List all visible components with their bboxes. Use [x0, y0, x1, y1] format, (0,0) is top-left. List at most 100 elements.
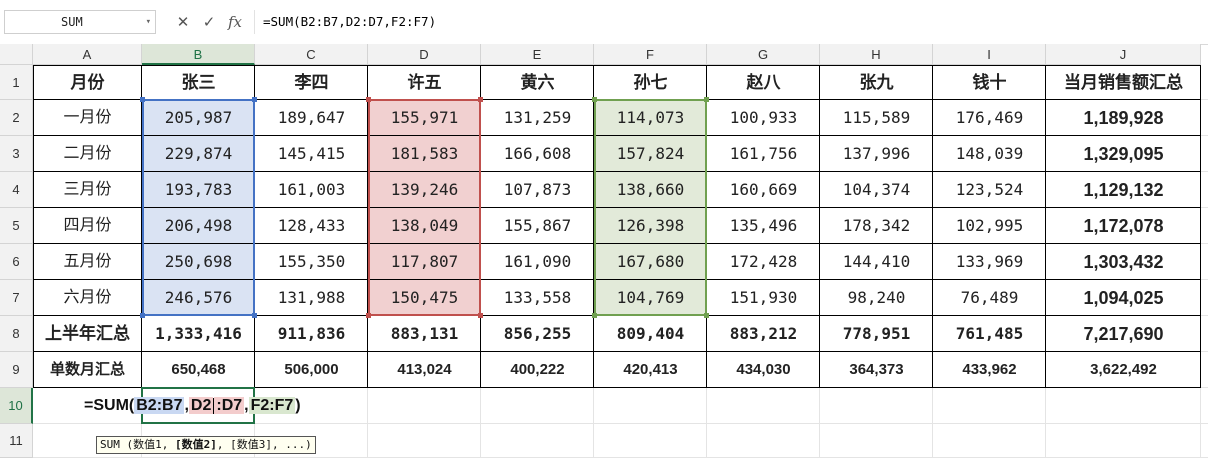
range-handle[interactable] — [592, 97, 597, 102]
month-label[interactable]: 二月份 — [63, 145, 112, 162]
insert-function-icon[interactable]: fx — [227, 13, 242, 31]
half-year-total[interactable]: 883,212 — [729, 324, 798, 343]
monthly-total[interactable]: 1,189,928 — [1083, 108, 1164, 128]
range-handle[interactable] — [140, 313, 145, 318]
odd-month-total[interactable]: 413,024 — [397, 361, 452, 378]
enter-icon[interactable]: ✓ — [202, 13, 216, 31]
sales-value[interactable]: 133,558 — [503, 288, 572, 307]
half-year-total[interactable]: 809,404 — [616, 324, 685, 343]
sales-value[interactable]: 193,783 — [164, 180, 233, 199]
sales-value[interactable]: 155,867 — [503, 216, 572, 235]
formula-input[interactable]: =SUM(B2:B7,D2:D7,F2:F7) — [254, 10, 1206, 34]
odd-month-total[interactable]: 3,622,492 — [1090, 361, 1157, 378]
sales-value[interactable]: 250,698 — [164, 252, 233, 271]
month-label[interactable]: 六月份 — [63, 289, 112, 306]
monthly-total[interactable]: 1,329,095 — [1083, 144, 1164, 164]
sales-value[interactable]: 155,350 — [277, 252, 346, 271]
column-header-d[interactable]: D — [368, 44, 481, 65]
sales-value[interactable]: 126,398 — [616, 216, 685, 235]
sales-value[interactable]: 181,583 — [390, 144, 459, 163]
sales-value[interactable]: 205,987 — [164, 108, 233, 127]
half-year-total[interactable]: 7,217,690 — [1083, 324, 1164, 344]
sales-value[interactable]: 161,003 — [277, 180, 346, 199]
row-header-8[interactable]: 8 — [0, 316, 33, 352]
range-handle[interactable] — [704, 97, 709, 102]
month-label[interactable]: 四月份 — [63, 217, 112, 234]
column-header-i[interactable]: I — [933, 44, 1046, 65]
row-label-half-year[interactable]: 上半年汇总 — [45, 324, 130, 343]
row-header-10[interactable]: 10 — [0, 388, 33, 424]
sales-value[interactable]: 131,988 — [277, 288, 346, 307]
header-person[interactable]: 孙七 — [633, 73, 668, 92]
half-year-total[interactable]: 911,836 — [277, 324, 346, 343]
range-handle[interactable] — [366, 97, 371, 102]
sales-value[interactable]: 102,995 — [955, 216, 1024, 235]
row-header-11[interactable]: 11 — [0, 424, 33, 458]
sales-value[interactable]: 114,073 — [616, 108, 685, 127]
sales-value[interactable]: 229,874 — [164, 144, 233, 163]
sales-value[interactable]: 135,496 — [729, 216, 798, 235]
sales-value[interactable]: 98,240 — [847, 288, 906, 307]
range-handle[interactable] — [704, 313, 709, 318]
sales-value[interactable]: 107,873 — [503, 180, 572, 199]
column-header-h[interactable]: H — [820, 44, 933, 65]
range-handle[interactable] — [252, 97, 257, 102]
odd-month-total[interactable]: 650,468 — [171, 361, 226, 378]
row-header-2[interactable]: 2 — [0, 100, 33, 136]
row-header-4[interactable]: 4 — [0, 172, 33, 208]
column-header-f[interactable]: F — [594, 44, 707, 65]
header-person[interactable]: 当月销售额汇总 — [1064, 73, 1183, 92]
monthly-total[interactable]: 1,172,078 — [1083, 216, 1164, 236]
sales-value[interactable]: 76,489 — [960, 288, 1019, 307]
column-header-b[interactable]: B — [142, 44, 255, 65]
sales-value[interactable]: 148,039 — [955, 144, 1024, 163]
range-handle[interactable] — [478, 313, 483, 318]
range-handle[interactable] — [592, 313, 597, 318]
header-person[interactable]: 赵八 — [746, 73, 781, 92]
header-person[interactable]: 许五 — [407, 73, 442, 92]
sales-value[interactable]: 167,680 — [616, 252, 685, 271]
row-header-7[interactable]: 7 — [0, 280, 33, 316]
header-person[interactable]: 钱十 — [972, 73, 1007, 92]
sales-value[interactable]: 133,969 — [955, 252, 1024, 271]
sales-value[interactable]: 246,576 — [164, 288, 233, 307]
select-all-corner[interactable] — [0, 44, 33, 65]
range-handle[interactable] — [366, 313, 371, 318]
sales-value[interactable]: 150,475 — [390, 288, 459, 307]
sales-value[interactable]: 157,824 — [616, 144, 685, 163]
odd-month-total[interactable]: 433,962 — [962, 361, 1017, 378]
header-person[interactable]: 李四 — [294, 73, 329, 92]
row-header-5[interactable]: 5 — [0, 208, 33, 244]
sales-value[interactable]: 155,971 — [390, 108, 459, 127]
sales-value[interactable]: 115,589 — [842, 108, 911, 127]
header-person[interactable]: 黄六 — [520, 73, 555, 92]
odd-month-total[interactable]: 506,000 — [284, 361, 339, 378]
spreadsheet-grid[interactable]: A B C D E F G H I J 1 2 3 4 5 6 7 8 9 10 11 月份 张三 李四 许五 黄六 孙七 赵八 张九 钱… — [0, 44, 1208, 458]
sales-value[interactable]: 100,933 — [729, 108, 798, 127]
header-month[interactable]: 月份 — [70, 73, 105, 92]
header-person[interactable]: 张三 — [181, 73, 216, 92]
sales-value[interactable]: 123,524 — [955, 180, 1024, 199]
sales-value[interactable]: 189,647 — [277, 108, 346, 127]
sales-value[interactable]: 138,049 — [390, 216, 459, 235]
sales-value[interactable]: 117,807 — [390, 252, 459, 271]
half-year-total[interactable]: 778,951 — [842, 324, 911, 343]
sales-value[interactable]: 145,415 — [277, 144, 346, 163]
column-header-g[interactable]: G — [707, 44, 820, 65]
row-header-1[interactable]: 1 — [0, 65, 33, 100]
sales-value[interactable]: 178,342 — [842, 216, 911, 235]
sales-value[interactable]: 161,756 — [729, 144, 798, 163]
row-header-9[interactable]: 9 — [0, 352, 33, 388]
sales-value[interactable]: 128,433 — [277, 216, 346, 235]
cancel-icon[interactable]: ✕ — [176, 13, 190, 31]
odd-month-total[interactable]: 364,373 — [849, 361, 904, 378]
range-handle[interactable] — [252, 313, 257, 318]
column-header-c[interactable]: C — [255, 44, 368, 65]
sales-value[interactable]: 206,498 — [164, 216, 233, 235]
sales-value[interactable]: 131,259 — [503, 108, 572, 127]
sales-value[interactable]: 151,930 — [729, 288, 798, 307]
monthly-total[interactable]: 1,303,432 — [1083, 252, 1164, 272]
odd-month-total[interactable]: 400,222 — [510, 361, 565, 378]
row-header-6[interactable]: 6 — [0, 244, 33, 280]
half-year-total[interactable]: 856,255 — [503, 324, 572, 343]
